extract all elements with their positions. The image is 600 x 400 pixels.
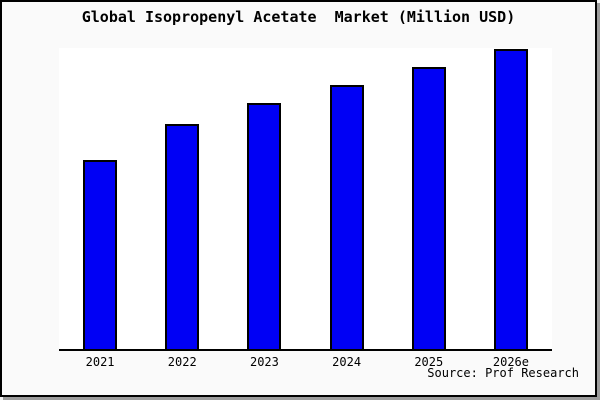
bar-2022 <box>165 124 200 349</box>
bar-2023 <box>247 103 282 349</box>
plot-area <box>59 48 552 351</box>
x-tick-label-2025: 2025 <box>414 355 444 369</box>
x-tick-label-2022: 2022 <box>167 355 197 369</box>
bar-2025 <box>411 67 446 349</box>
bar-2024 <box>329 85 364 349</box>
bar-2026e <box>493 49 528 349</box>
x-tick-label-2024: 2024 <box>332 355 362 369</box>
x-tick-label-2026e: 2026e <box>492 355 529 369</box>
x-tick-label-2021: 2021 <box>85 355 115 369</box>
bar-2021 <box>83 160 118 349</box>
x-tick-label-2023: 2023 <box>249 355 279 369</box>
chart-title: Global Isopropenyl Acetate Market (Milli… <box>81 8 516 26</box>
x-axis-labels: 2021 2022 2023 2024 2025 2026e <box>59 355 552 369</box>
source-note: Source: Prof Research <box>427 366 579 380</box>
